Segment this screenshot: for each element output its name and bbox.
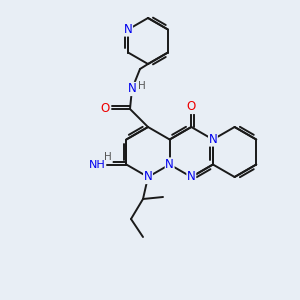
Text: N: N <box>128 82 136 95</box>
Text: O: O <box>187 100 196 113</box>
Text: H: H <box>138 81 146 91</box>
Text: N: N <box>124 23 133 36</box>
Text: N: N <box>208 133 217 146</box>
Text: N: N <box>165 158 174 171</box>
Text: O: O <box>100 103 109 116</box>
Text: N: N <box>144 170 152 184</box>
Text: NH: NH <box>89 160 106 170</box>
Text: H: H <box>104 152 112 163</box>
Text: N: N <box>187 170 196 184</box>
